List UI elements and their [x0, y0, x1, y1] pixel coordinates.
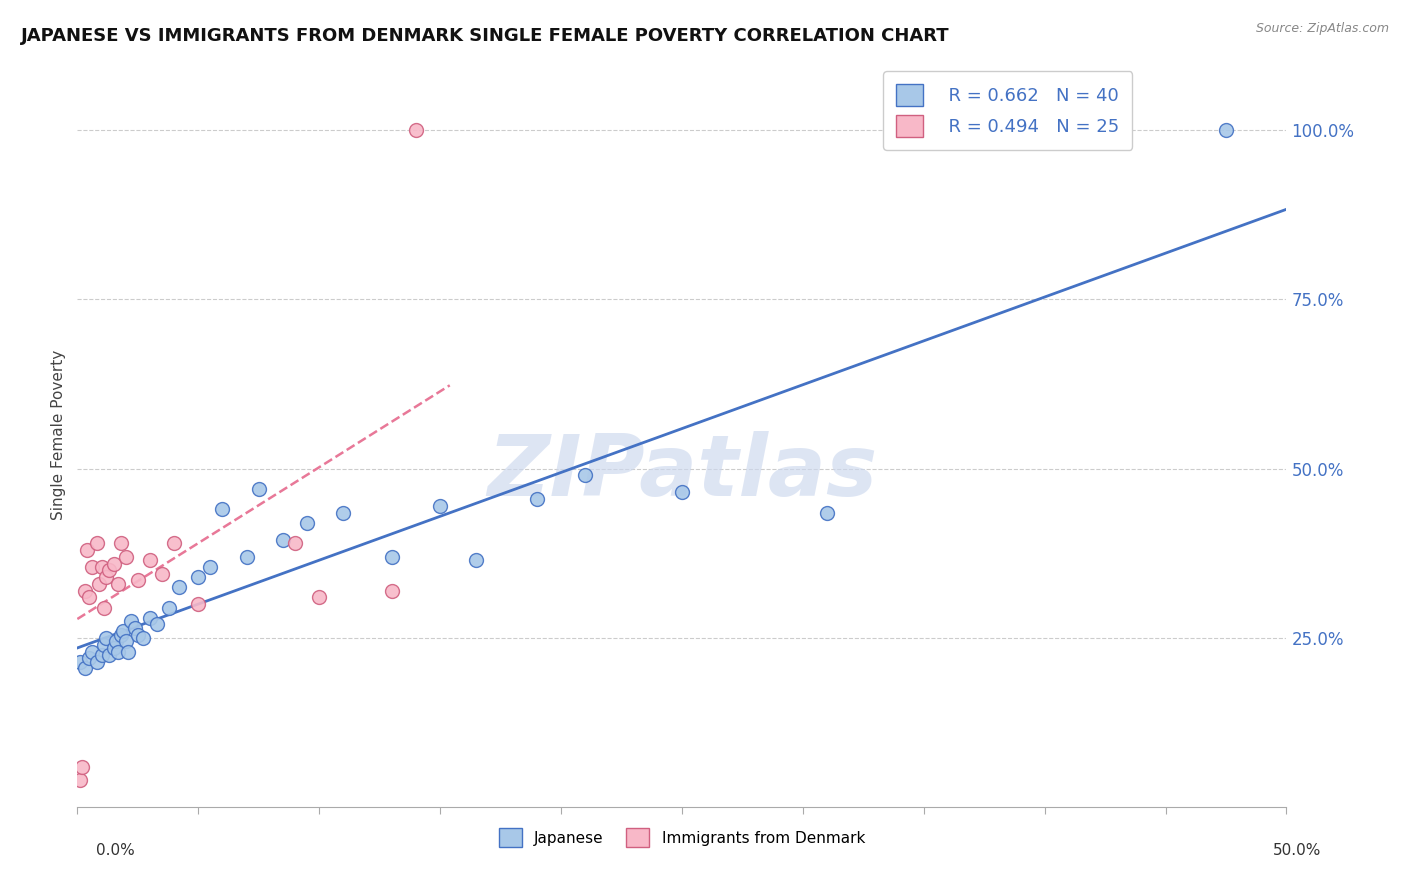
Point [117, 644, 139, 658]
Point [79, 651, 101, 665]
Point [332, 506, 354, 520]
Point [200, 560, 222, 574]
Point [120, 614, 142, 628]
Point [114, 549, 136, 564]
Point [76, 543, 98, 558]
Point [97, 648, 120, 662]
Point [187, 570, 209, 584]
Point [157, 600, 180, 615]
Point [80, 560, 103, 574]
Point [381, 583, 404, 598]
Text: Source: ZipAtlas.com: Source: ZipAtlas.com [1256, 22, 1389, 36]
Point [80, 644, 103, 658]
Point [465, 553, 488, 567]
Point [93, 638, 115, 652]
Point [381, 549, 404, 564]
Point [103, 641, 125, 656]
Point [271, 533, 294, 547]
Text: 0.0%: 0.0% [96, 843, 135, 857]
Y-axis label: Single Female Poverty: Single Female Poverty [51, 350, 66, 520]
Point [112, 624, 135, 639]
Point [526, 492, 548, 507]
Point [110, 536, 132, 550]
Point [187, 597, 209, 611]
Point [308, 591, 330, 605]
Legend: Japanese, Immigrants from Denmark: Japanese, Immigrants from Denmark [492, 822, 872, 854]
Point [87, 576, 110, 591]
Point [97, 563, 120, 577]
Point [127, 574, 149, 588]
Point [429, 499, 451, 513]
Point [167, 580, 190, 594]
Point [79, 591, 101, 605]
Point [114, 634, 136, 648]
Point [235, 549, 257, 564]
Point [96, 631, 118, 645]
Point [127, 627, 149, 641]
Point [146, 617, 169, 632]
Point [73, 583, 96, 598]
Point [574, 468, 596, 483]
Point [124, 621, 146, 635]
Point [405, 123, 427, 137]
Point [815, 506, 838, 520]
Point [131, 631, 153, 645]
Point [163, 536, 186, 550]
Point [70, 759, 93, 773]
Point [107, 644, 129, 658]
Point [150, 566, 173, 581]
Point [247, 482, 270, 496]
Point [107, 576, 129, 591]
Point [110, 627, 132, 641]
Point [103, 557, 125, 571]
Point [139, 610, 162, 624]
Point [73, 661, 96, 675]
Point [139, 553, 162, 567]
Point [69, 655, 91, 669]
Point [105, 634, 128, 648]
Point [90, 560, 112, 574]
Point [86, 655, 108, 669]
Point [96, 570, 118, 584]
Text: 50.0%: 50.0% [1274, 843, 1322, 857]
Text: ZIPatlas: ZIPatlas [486, 431, 877, 514]
Point [90, 648, 112, 662]
Point [284, 536, 307, 550]
Text: JAPANESE VS IMMIGRANTS FROM DENMARK SINGLE FEMALE POVERTY CORRELATION CHART: JAPANESE VS IMMIGRANTS FROM DENMARK SING… [21, 27, 949, 45]
Point [69, 773, 91, 788]
Point [211, 502, 233, 516]
Point [86, 536, 108, 550]
Point [295, 516, 318, 530]
Point [93, 600, 115, 615]
Point [671, 485, 693, 500]
Point [1215, 123, 1237, 137]
